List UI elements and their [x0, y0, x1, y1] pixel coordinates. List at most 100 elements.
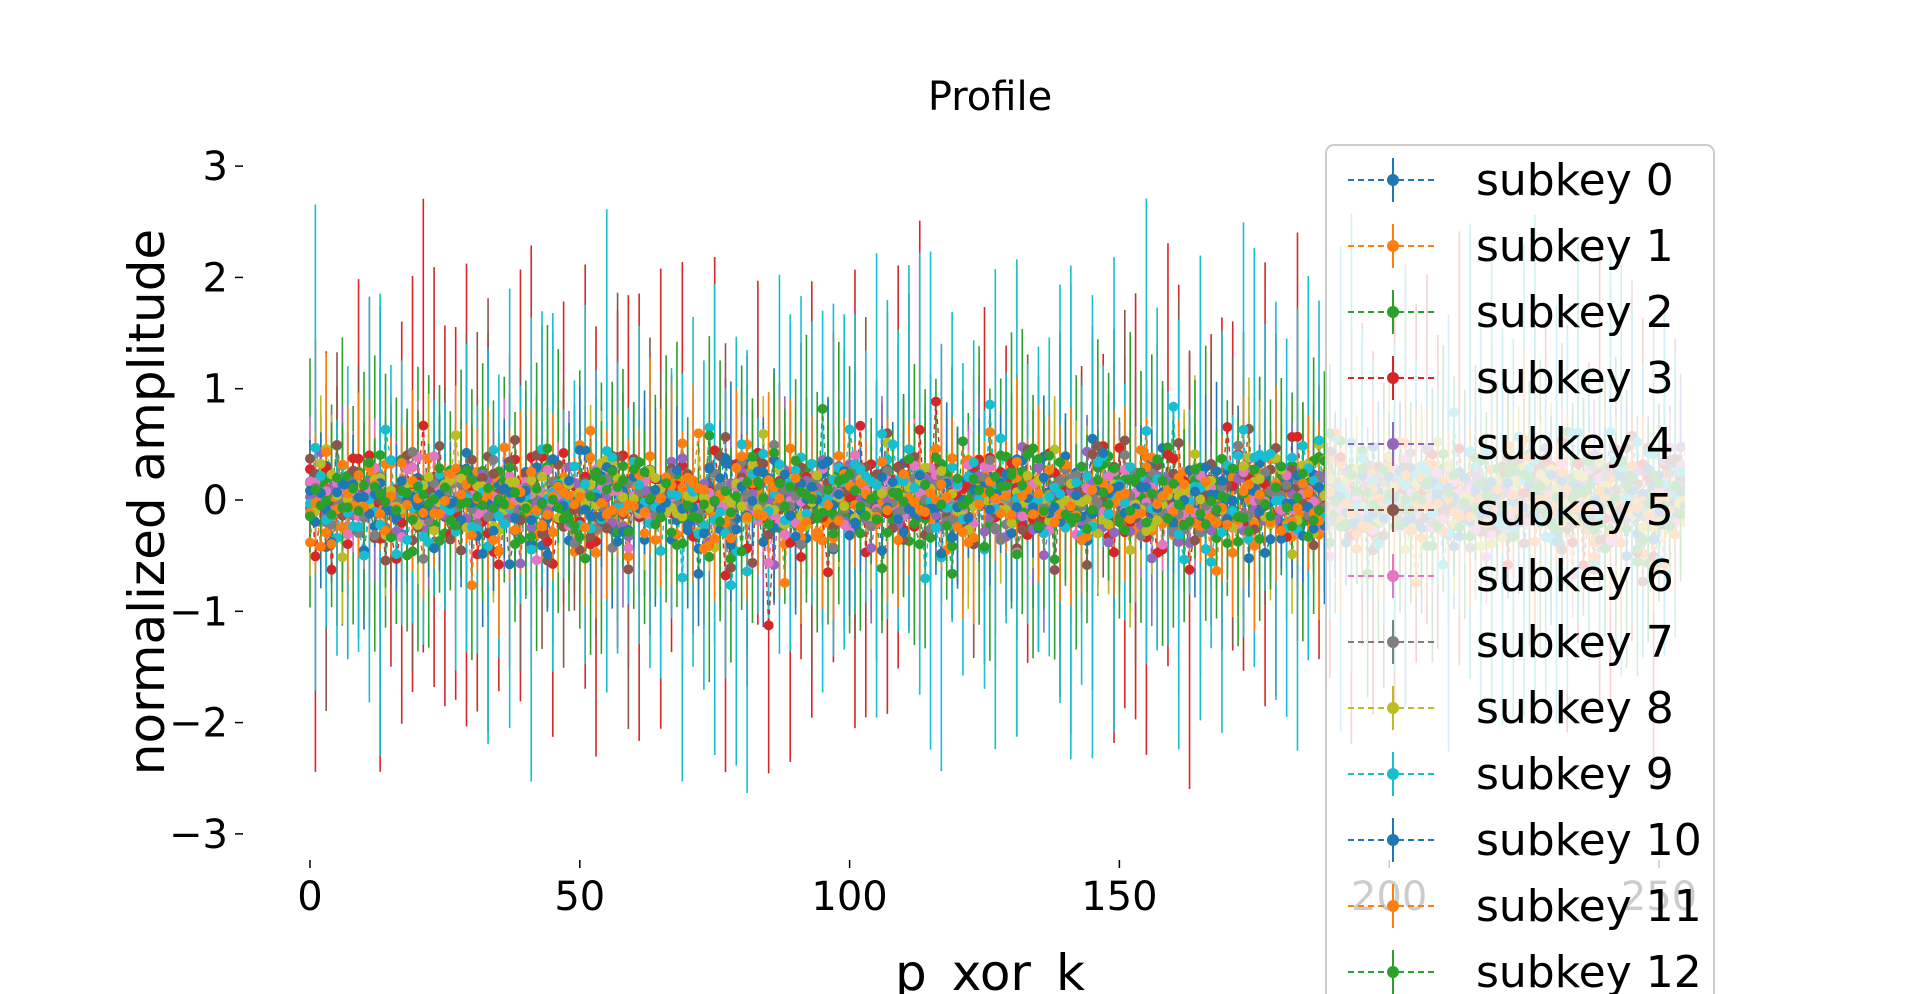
data-point: [418, 507, 429, 518]
data-point: [1281, 480, 1292, 491]
data-point: [704, 551, 715, 562]
data-point: [763, 620, 774, 631]
data-point: [1141, 517, 1152, 528]
data-point: [531, 555, 542, 566]
data-point: [909, 497, 920, 508]
data-point: [984, 455, 995, 466]
data-point: [968, 473, 979, 484]
data-point: [1303, 487, 1314, 498]
data-point: [736, 546, 747, 557]
data-point: [677, 482, 688, 493]
data-point: [1276, 525, 1287, 536]
data-point: [342, 539, 353, 550]
data-point: [1206, 496, 1217, 507]
data-point: [612, 482, 623, 493]
data-point: [790, 473, 801, 484]
data-point: [396, 475, 407, 486]
data-point: [849, 485, 860, 496]
data-point: [326, 564, 337, 575]
data-point: [812, 470, 823, 481]
data-point: [704, 430, 715, 441]
data-point: [1135, 508, 1146, 519]
data-point: [1087, 433, 1098, 444]
data-point: [1109, 527, 1120, 538]
data-point: [493, 511, 504, 522]
data-point: [396, 458, 407, 469]
data-point: [456, 545, 467, 556]
data-point: [634, 479, 645, 490]
data-point: [574, 491, 585, 502]
data-point: [434, 463, 445, 474]
data-point: [1087, 505, 1098, 516]
data-point: [531, 483, 542, 494]
data-point: [639, 467, 650, 478]
data-point: [1168, 506, 1179, 517]
data-point: [493, 559, 504, 570]
data-point: [1222, 538, 1233, 549]
data-point: [930, 522, 941, 533]
data-point: [715, 473, 726, 484]
data-point: [477, 472, 488, 483]
data-point: [1222, 519, 1233, 530]
data-point: [871, 480, 882, 491]
data-point: [677, 438, 688, 449]
data-point: [1227, 547, 1238, 558]
data-point: [1049, 502, 1060, 513]
data-point: [693, 568, 704, 579]
data-point: [1049, 564, 1060, 575]
data-point: [769, 447, 780, 458]
data-point: [995, 433, 1006, 444]
data-point: [1038, 550, 1049, 561]
data-point: [1114, 442, 1125, 453]
data-point: [698, 491, 709, 502]
data-point: [466, 474, 477, 485]
data-point: [353, 506, 364, 517]
data-point: [1162, 442, 1173, 453]
data-point: [358, 550, 369, 561]
data-point: [974, 499, 985, 510]
data-point: [1076, 461, 1087, 472]
data-point: [790, 465, 801, 476]
data-point: [1119, 488, 1130, 499]
data-point: [590, 466, 601, 477]
data-point: [796, 539, 807, 550]
data-point: [1260, 547, 1271, 558]
data-point: [785, 481, 796, 492]
data-point: [315, 541, 326, 552]
data-point: [903, 454, 914, 465]
data-point: [1233, 450, 1244, 461]
data-point: [439, 495, 450, 506]
data-point: [715, 507, 726, 518]
data-point: [477, 548, 488, 559]
data-point: [790, 455, 801, 466]
data-point: [855, 464, 866, 475]
data-point: [1227, 495, 1238, 506]
data-point: [930, 396, 941, 407]
data-point: [979, 541, 990, 552]
data-point: [310, 484, 321, 495]
data-point: [1006, 469, 1017, 480]
data-point: [1001, 491, 1012, 502]
data-point: [472, 491, 483, 502]
data-point: [1276, 461, 1287, 472]
data-point: [947, 568, 958, 579]
data-point: [758, 428, 769, 439]
data-point: [882, 527, 893, 538]
data-point: [537, 472, 548, 483]
data-point: [655, 493, 666, 504]
data-point: [564, 475, 575, 486]
data-point: [1173, 537, 1184, 548]
data-point: [671, 465, 682, 476]
data-point: [1314, 435, 1325, 446]
data-point: [779, 469, 790, 480]
data-point: [855, 420, 866, 431]
data-point: [876, 429, 887, 440]
data-point: [526, 531, 537, 542]
data-point: [828, 542, 839, 553]
data-point: [1103, 519, 1114, 530]
data-point: [1184, 516, 1195, 527]
data-point: [1119, 450, 1130, 461]
data-point: [790, 531, 801, 542]
data-point: [1055, 488, 1066, 499]
data-point: [1189, 464, 1200, 475]
